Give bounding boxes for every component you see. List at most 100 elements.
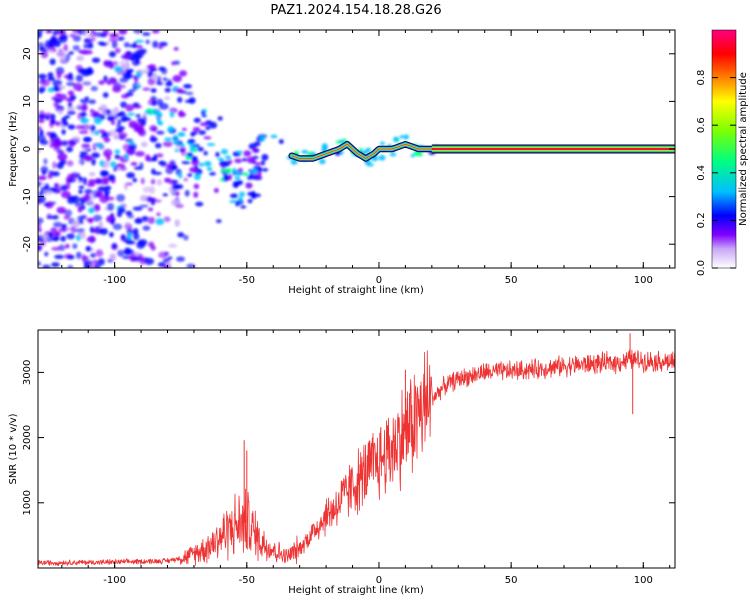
signal-blob (88, 179, 96, 185)
noise-blob (86, 236, 96, 243)
noise-blob (175, 144, 182, 149)
signal-blob (162, 18, 170, 25)
signal-blob (103, 75, 108, 83)
hot-blob (389, 152, 397, 157)
hot-blob (187, 139, 196, 144)
signal-blob (39, 129, 44, 137)
signal-blob (136, 71, 143, 78)
signal-blob (203, 150, 208, 156)
noise-blob (40, 78, 46, 82)
noise-blob (109, 33, 120, 38)
signal-blob (115, 112, 123, 117)
noise-blob (67, 124, 76, 130)
noise-blob (57, 108, 64, 115)
signal-blob (260, 160, 266, 166)
noise-blob (51, 262, 60, 268)
hot-blob (234, 171, 242, 176)
signal-blob (164, 87, 171, 93)
noise-blob (78, 220, 84, 225)
noise-blob (63, 215, 71, 220)
noise-blob (83, 193, 91, 202)
signal-blob (196, 146, 205, 152)
noise-blob (156, 75, 162, 84)
noise-blob (75, 251, 82, 260)
noise-blob (93, 111, 101, 119)
noise-blob (81, 103, 88, 112)
signal-blob (158, 7, 167, 10)
noise-blob (109, 253, 117, 262)
noise-blob (99, 195, 109, 204)
noise-blob (125, 104, 134, 112)
noise-blob (53, 142, 60, 150)
signal-blob (243, 150, 252, 157)
noise-blob (40, 239, 47, 247)
y-tick-label: 1000 (22, 490, 33, 515)
noise-blob (114, 128, 123, 133)
signal-blob (75, 234, 81, 242)
noise-blob (38, 30, 45, 33)
signal-blob (158, 41, 168, 47)
noise-blob (75, 74, 84, 83)
noise-blob (90, 85, 98, 92)
colorbar-gradient (711, 29, 737, 269)
noise-blob (162, 77, 168, 81)
x-tick-label: -50 (239, 575, 255, 586)
noise-blob (117, 249, 125, 257)
signal-blob (91, 57, 101, 63)
noise-blob (103, 136, 111, 143)
signal-blob (80, 205, 86, 210)
hot-blob (156, 119, 162, 125)
noise-blob (76, 172, 81, 179)
noise-blob (44, 183, 50, 190)
x-tick-label: 100 (634, 575, 653, 586)
signal-blob (254, 162, 262, 166)
signal-blob (68, 51, 74, 55)
signal-blob (162, 193, 169, 197)
noise-blob (167, 256, 173, 260)
noise-blob (38, 148, 42, 153)
noise-blob (54, 254, 65, 259)
noise-blob (53, 221, 63, 228)
signal-blob (47, 72, 54, 78)
noise-blob (94, 262, 101, 268)
signal-blob (245, 182, 253, 189)
signal-blob (38, 114, 46, 119)
x-tick-label: 50 (505, 575, 518, 586)
signal-blob (150, 198, 156, 206)
hot-blob (177, 132, 186, 137)
signal-blob (158, 160, 166, 166)
noise-blob (147, 77, 156, 86)
noise-blob (38, 30, 43, 39)
signal-blob (203, 136, 212, 140)
signal-blob (193, 183, 200, 190)
noise-blob (88, 40, 93, 48)
noise-blob (110, 119, 116, 126)
noise-blob (65, 243, 70, 249)
noise-blob (116, 123, 122, 128)
hot-blob (242, 172, 249, 176)
signal-blob (253, 141, 261, 147)
signal-blob (181, 127, 187, 132)
noise-blob (173, 60, 181, 65)
noise-blob (139, 195, 148, 202)
hot-blob (379, 141, 385, 146)
noise-blob (66, 106, 76, 111)
signal-blob (123, 153, 130, 160)
noise-blob (152, 40, 159, 49)
noise-blob (173, 47, 179, 51)
signal-blob (95, 143, 104, 148)
noise-blob (163, 264, 169, 268)
x-tick-label: 100 (634, 275, 653, 286)
signal-blob (109, 231, 114, 237)
noise-blob (125, 92, 134, 97)
x-tick-label: 50 (505, 275, 518, 286)
signal-blob (187, 173, 193, 177)
signal-blob (49, 113, 56, 120)
noise-blob (132, 177, 137, 183)
noise-blob (125, 210, 133, 216)
noise-blob (95, 249, 104, 257)
signal-blob (48, 42, 56, 48)
hot-blob (206, 166, 213, 171)
noise-blob (142, 32, 151, 36)
colorbar-tick-label: 0.4 (696, 165, 707, 181)
